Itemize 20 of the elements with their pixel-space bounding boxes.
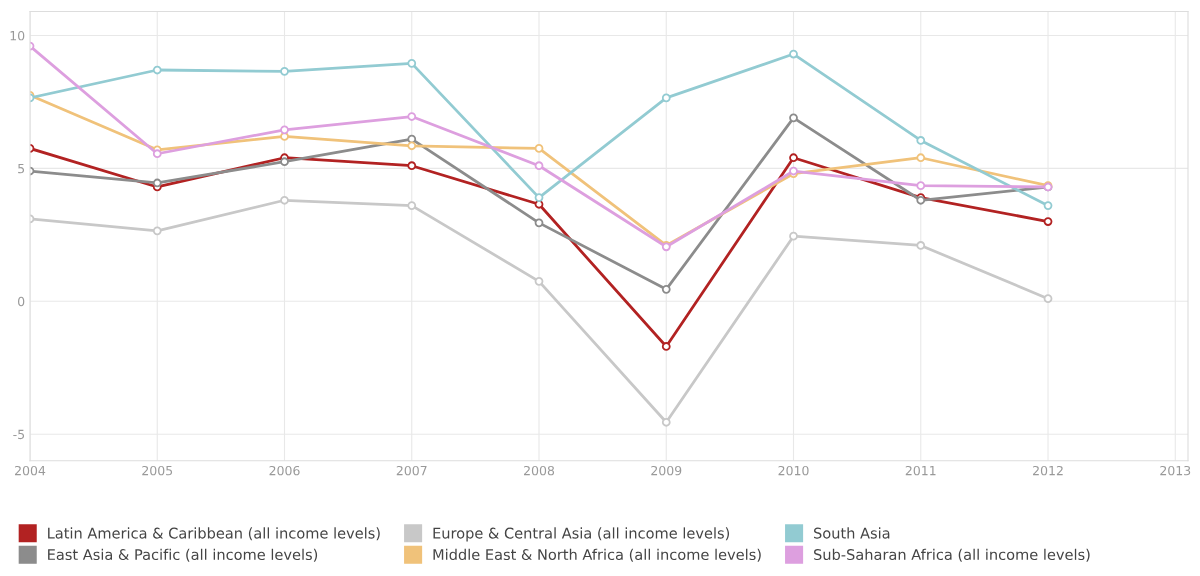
x-tick-label: 2006 (269, 465, 300, 476)
legend-label: Middle East & North Africa (all income levels) (433, 548, 761, 562)
legend-label: Latin America & Caribbean (all income levels) (48, 527, 380, 541)
x-tick-label: 2008 (524, 465, 555, 476)
x-tick-label: 2011 (905, 465, 936, 476)
x-tick-label: 2009 (651, 465, 682, 476)
y-tick-label: 5 (18, 164, 25, 174)
x-tick-label: 2013 (1160, 465, 1191, 476)
x-tick-label: 2007 (396, 465, 427, 476)
x-tick-label: 2004 (15, 465, 46, 476)
x-tick-label: 2012 (1033, 465, 1063, 476)
y-tick-label: -5 (13, 429, 25, 440)
y-tick-label: 0 (18, 296, 25, 307)
legend-label: Sub-Saharan Africa (all income levels) (814, 548, 1090, 562)
legend-label: East Asia & Pacific (all income levels) (48, 548, 318, 562)
x-tick-label: 2010 (778, 465, 809, 476)
y-tick-label: 10 (10, 30, 25, 41)
x-tick-label: 2005 (142, 465, 173, 476)
legend-label: South Asia (814, 527, 890, 539)
legend-label: Europe & Central Asia (all income levels) (433, 527, 730, 542)
